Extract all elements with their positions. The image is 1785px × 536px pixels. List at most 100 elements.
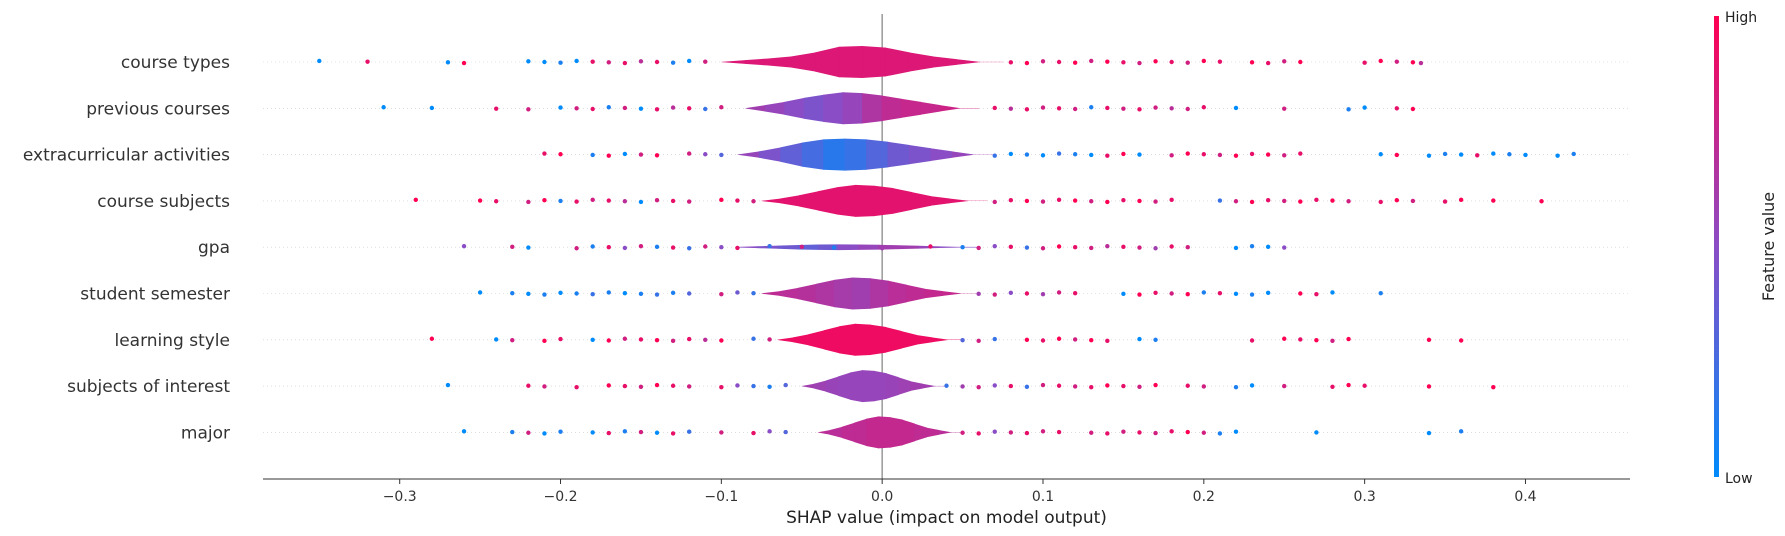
shap-point — [960, 384, 965, 389]
shap-point — [1217, 152, 1223, 158]
violin-slice — [837, 244, 859, 251]
shap-point — [992, 292, 997, 297]
shap-point — [976, 245, 981, 251]
shap-point — [1265, 60, 1271, 66]
violin-slice — [914, 423, 927, 442]
shap-point — [638, 291, 644, 297]
shap-point — [445, 60, 451, 65]
shap-point — [686, 384, 692, 389]
shap-point — [1330, 384, 1335, 389]
violin-slice — [777, 244, 799, 250]
violin-slice — [942, 291, 962, 296]
shap-point — [1410, 60, 1416, 65]
shap-point — [542, 431, 547, 436]
violin-slice — [844, 138, 867, 171]
violin-slice — [862, 370, 875, 403]
violin-slice — [938, 246, 960, 248]
shap-point — [542, 338, 547, 344]
shap-point — [1298, 199, 1303, 204]
shap-point — [1169, 291, 1174, 296]
shap-point — [686, 429, 692, 434]
violin-slice — [842, 92, 863, 125]
x-tick-label: −0.1 — [704, 489, 738, 505]
shap-point — [606, 105, 611, 110]
shap-point — [767, 384, 772, 389]
violin-slice — [721, 60, 746, 64]
shap-point — [1201, 290, 1207, 295]
violin-slice — [737, 151, 760, 158]
shap-point — [1394, 59, 1400, 64]
shap-point — [1265, 198, 1271, 203]
shap-point — [1072, 245, 1078, 250]
shap-point — [606, 245, 611, 250]
shap-point — [1458, 197, 1464, 203]
shap-point — [622, 151, 628, 157]
feature-label: gpa — [198, 238, 230, 258]
shap-point — [1418, 60, 1424, 66]
violin-slice — [900, 98, 921, 118]
shap-point — [1008, 430, 1014, 435]
shap-point — [879, 246, 885, 251]
shap-point — [1314, 292, 1319, 297]
shap-point — [606, 60, 611, 65]
shap-point — [670, 338, 676, 344]
shap-point — [590, 337, 595, 342]
shap-point — [1523, 152, 1528, 158]
shap-point — [1282, 245, 1287, 250]
shap-point — [1040, 199, 1046, 204]
shap-point — [976, 384, 981, 390]
shap-point — [510, 429, 515, 435]
violin-slice — [801, 139, 824, 170]
shap-point — [799, 244, 804, 250]
violin-slice — [758, 147, 781, 162]
shap-point — [1137, 107, 1142, 112]
shap-point — [1249, 383, 1255, 388]
shap-point — [622, 429, 628, 434]
shap-point — [429, 105, 435, 111]
shap-point — [1056, 106, 1062, 111]
shap-point — [526, 383, 531, 388]
shap-point — [638, 152, 644, 157]
shap-point — [590, 244, 595, 249]
shap-point — [1169, 429, 1174, 434]
shap-point — [992, 243, 997, 249]
violin-slice — [780, 142, 803, 167]
violin-slice — [890, 417, 903, 448]
shap-point — [735, 198, 740, 203]
violin-slice — [955, 59, 980, 65]
shap-point — [606, 383, 611, 388]
shap-point — [1458, 429, 1464, 434]
shap-point — [992, 153, 997, 158]
x-tick-label: 0.0 — [871, 489, 893, 505]
shap-point — [461, 60, 467, 66]
shap-point — [1314, 337, 1319, 343]
shap-point — [638, 429, 644, 435]
shap-point — [1185, 106, 1190, 112]
shap-point — [622, 199, 628, 204]
shap-point — [1394, 198, 1400, 203]
shap-point — [1169, 197, 1174, 203]
violin-slice — [852, 277, 871, 310]
shap-point — [1024, 60, 1030, 66]
shap-point — [767, 337, 772, 342]
violin-slice — [924, 288, 944, 299]
violin-slice — [797, 283, 817, 304]
shap-point — [686, 291, 692, 296]
shap-point — [1056, 290, 1062, 295]
shap-point — [1137, 430, 1142, 435]
shap-point — [558, 336, 563, 342]
shap-point — [1153, 337, 1158, 342]
shap-point — [686, 336, 692, 342]
shap-point — [751, 430, 756, 436]
shap-point — [1040, 105, 1046, 110]
violin-slice — [745, 105, 766, 112]
violin-slice — [838, 46, 863, 78]
shap-point — [944, 383, 949, 388]
violin-slice — [938, 430, 952, 435]
shap-point — [992, 199, 997, 205]
violin-slice — [855, 184, 875, 217]
violin-slice — [862, 46, 887, 78]
shap-point — [1217, 198, 1223, 203]
shap-point — [638, 199, 644, 205]
shap-point — [638, 337, 644, 342]
